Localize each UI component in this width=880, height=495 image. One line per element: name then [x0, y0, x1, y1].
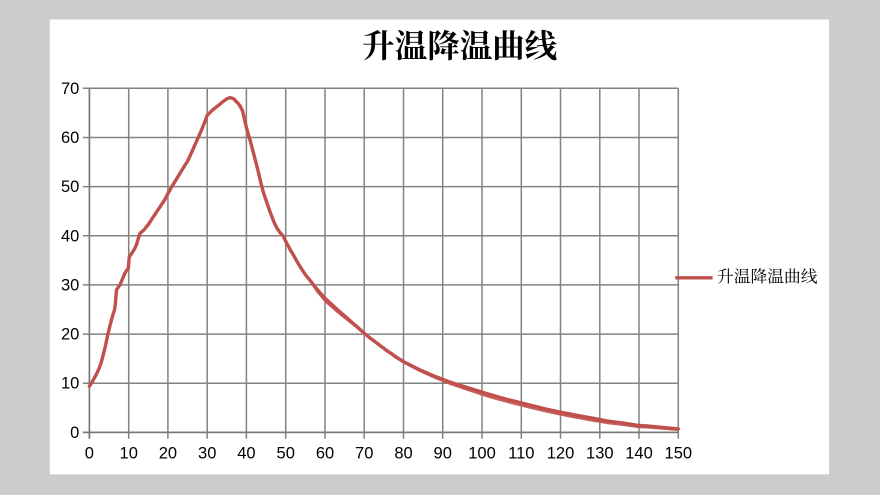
svg-text:40: 40 [61, 227, 79, 245]
svg-text:70: 70 [355, 444, 373, 462]
svg-text:140: 140 [625, 444, 653, 462]
svg-text:150: 150 [665, 444, 693, 462]
svg-text:60: 60 [61, 129, 79, 147]
svg-text:130: 130 [586, 444, 614, 462]
svg-text:30: 30 [198, 444, 216, 462]
svg-text:0: 0 [85, 444, 94, 462]
svg-text:70: 70 [61, 80, 79, 98]
svg-text:80: 80 [394, 444, 412, 462]
svg-text:90: 90 [434, 444, 452, 462]
svg-text:120: 120 [547, 444, 575, 462]
svg-text:60: 60 [316, 444, 334, 462]
svg-text:50: 50 [277, 444, 295, 462]
svg-text:100: 100 [468, 444, 496, 462]
svg-text:10: 10 [61, 375, 79, 393]
svg-text:40: 40 [237, 444, 255, 462]
svg-text:20: 20 [159, 444, 177, 462]
svg-text:110: 110 [508, 444, 534, 462]
svg-text:50: 50 [61, 178, 79, 196]
svg-text:20: 20 [61, 326, 79, 344]
svg-text:10: 10 [120, 444, 138, 462]
svg-text:30: 30 [61, 276, 79, 294]
svg-text:0: 0 [70, 424, 79, 442]
